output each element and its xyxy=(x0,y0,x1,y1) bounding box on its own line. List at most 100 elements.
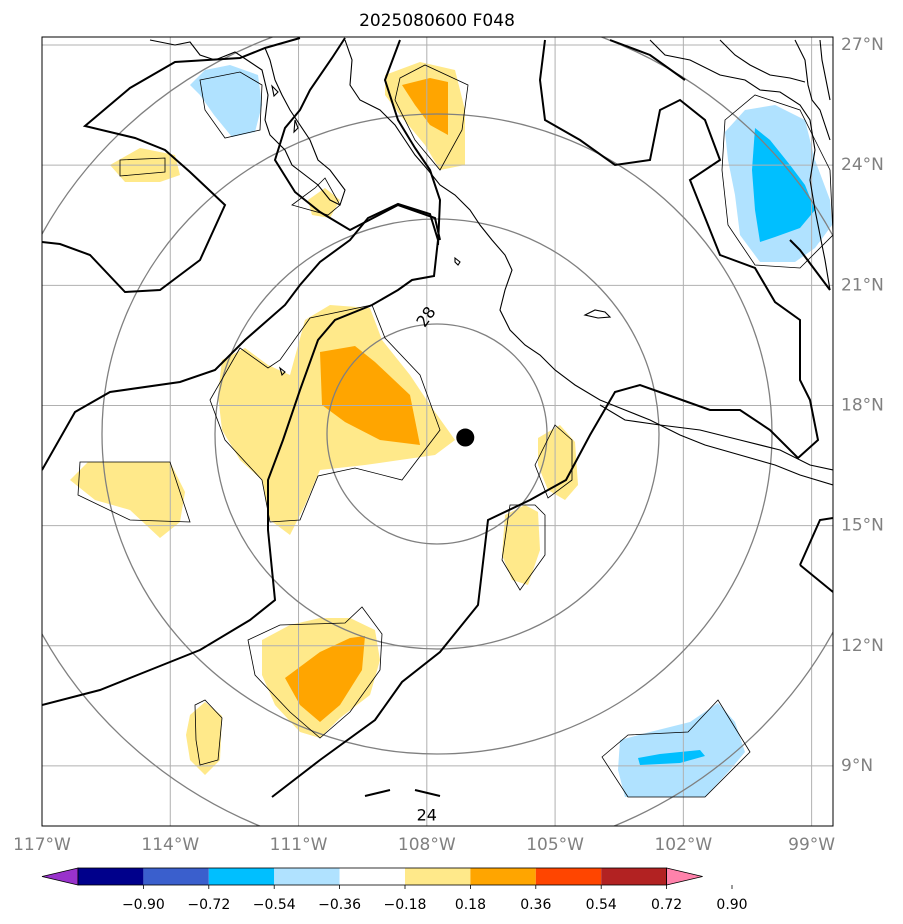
shaded-field xyxy=(218,305,455,535)
colorbar-extend-low xyxy=(41,867,79,886)
x-axis-ticks: 117°W 114°W 111°W 108°W 105°W 102°W 99°W xyxy=(13,835,835,855)
thin-contour xyxy=(199,71,263,139)
coastlines xyxy=(149,39,833,486)
thick-contour xyxy=(383,39,442,246)
shaded-field xyxy=(70,462,185,538)
colorbar-tick-label: 0.36 xyxy=(520,897,551,913)
shaded-field xyxy=(538,425,578,500)
thick-contour xyxy=(799,517,833,566)
colorbar-bin xyxy=(601,868,667,885)
colorbar-extend-high xyxy=(666,867,703,886)
thick-contour xyxy=(609,39,686,81)
chart-title: 2025080600 F048 xyxy=(359,11,515,31)
colorbar-bin xyxy=(535,868,602,885)
thick-contour xyxy=(364,789,391,797)
thin-contour xyxy=(247,606,383,739)
shaded-field xyxy=(308,188,340,218)
colorbar-bin xyxy=(405,868,471,885)
colorbar-bin xyxy=(208,868,275,885)
shaded-field xyxy=(752,128,815,242)
thick-contour xyxy=(414,789,441,797)
colorbar-tick-label: −0.72 xyxy=(187,897,230,913)
range-rings xyxy=(42,37,833,826)
colorbar-tick-label: 0.72 xyxy=(651,897,682,913)
coastline xyxy=(819,39,831,101)
shaded-field xyxy=(402,78,448,135)
colorbar-frame xyxy=(77,867,667,886)
x-tick-label: 117°W xyxy=(13,835,71,855)
shaded-field xyxy=(502,505,540,585)
colorbar-tick-label: 0.90 xyxy=(716,897,747,913)
shaded-field xyxy=(190,65,262,137)
y-tick-label: 24°N xyxy=(841,155,884,175)
x-tick-label: 108°W xyxy=(398,835,456,855)
colorbar-tick-label: 0.54 xyxy=(586,897,617,913)
range-ring xyxy=(214,218,660,650)
colorbar-tick-label: −0.18 xyxy=(384,897,427,913)
thin-contour xyxy=(394,64,469,171)
shaded-field xyxy=(186,702,222,775)
colorbar-tick-label: 0.18 xyxy=(455,897,486,913)
coastline xyxy=(583,309,612,319)
colorbar-bin xyxy=(339,868,405,885)
storm-center-marker xyxy=(456,428,475,447)
thin-contour xyxy=(194,699,223,766)
thin-contour xyxy=(501,504,546,591)
thin-contour xyxy=(601,699,751,798)
storm-layer xyxy=(456,428,475,447)
coastline xyxy=(344,39,833,486)
y-tick-label: 27°N xyxy=(841,35,884,55)
coastline xyxy=(293,119,299,134)
y-tick-label: 15°N xyxy=(841,516,884,536)
thin-contour xyxy=(534,424,573,499)
thin-contour xyxy=(721,94,833,269)
thick-contours xyxy=(42,37,833,798)
thick-contour xyxy=(271,39,820,798)
colorbar-tick-label: −0.54 xyxy=(253,897,296,913)
thick-contour xyxy=(42,202,440,706)
y-axis-ticks: 27°N 24°N 21°N 18°N 15°N 12°N 9°N xyxy=(841,35,884,776)
x-tick-label: 114°W xyxy=(141,835,199,855)
x-tick-label: 111°W xyxy=(270,835,328,855)
shaded-field xyxy=(618,703,745,797)
range-ring xyxy=(326,323,548,545)
x-tick-label: 105°W xyxy=(526,835,584,855)
x-tick-label: 99°W xyxy=(788,835,835,855)
colorbar-bin xyxy=(470,868,536,885)
coastline xyxy=(794,39,831,141)
colorbar-bin xyxy=(143,868,209,885)
x-tick-label: 102°W xyxy=(654,835,712,855)
gridlines xyxy=(42,37,833,826)
colorbar: −0.90 −0.72 −0.54 −0.36 −0.18 0.18 0.36 0.54 0.7… xyxy=(41,867,748,913)
colorbar-bin xyxy=(78,868,144,885)
range-ring xyxy=(101,113,773,755)
thin-contour xyxy=(77,461,191,523)
y-tick-label: 18°N xyxy=(841,395,884,415)
map-frame xyxy=(41,36,834,827)
colorbar-bin xyxy=(274,868,340,885)
coastline xyxy=(149,39,346,206)
shaded-field xyxy=(285,636,365,722)
shaded-field xyxy=(638,750,705,765)
y-tick-label: 21°N xyxy=(841,275,884,295)
coastline xyxy=(278,366,286,377)
thick-contour xyxy=(799,564,833,593)
contour-label: 24 xyxy=(417,805,437,824)
coastline xyxy=(719,39,806,83)
coastline xyxy=(599,404,833,471)
colorbar-tick-label: −0.90 xyxy=(122,897,165,913)
coastline xyxy=(271,84,279,98)
shaded-fields xyxy=(70,62,832,797)
thick-contour xyxy=(42,37,301,294)
thick-contour xyxy=(789,239,831,291)
coastline xyxy=(454,256,461,266)
shaded-field xyxy=(320,346,420,445)
thin-contour xyxy=(119,157,166,177)
thick-contour xyxy=(273,37,441,241)
coastline xyxy=(649,39,831,291)
colorbar-tick-label: −0.36 xyxy=(318,897,361,913)
y-tick-label: 12°N xyxy=(841,636,884,656)
y-tick-label: 9°N xyxy=(841,756,873,776)
